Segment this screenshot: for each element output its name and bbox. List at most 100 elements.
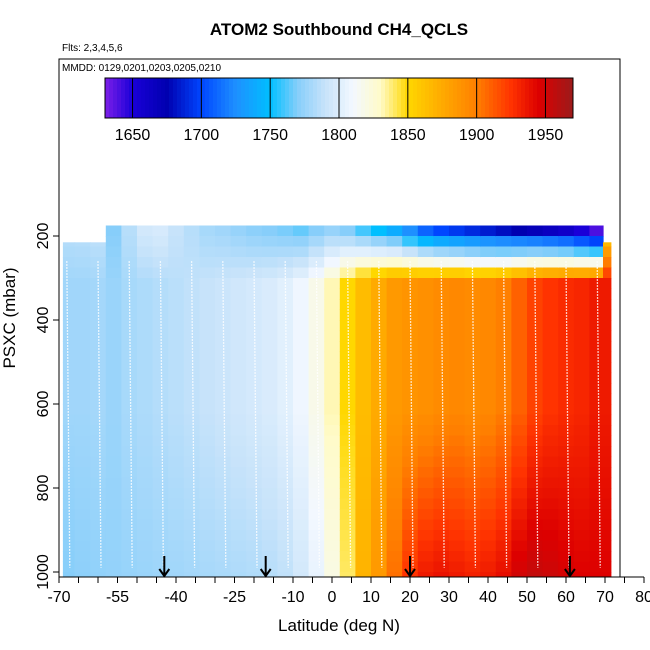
heatmap-cell <box>433 383 450 395</box>
heatmap-cell <box>495 414 512 426</box>
heatmap-cell <box>105 299 122 311</box>
heatmap-cell <box>62 372 76 384</box>
heatmap-cell <box>355 477 372 489</box>
heatmap-cell <box>402 246 419 258</box>
heatmap-cell <box>230 425 247 437</box>
heatmap-cell <box>480 362 497 374</box>
heatmap-cell <box>480 561 497 573</box>
colorbar-segment <box>121 78 126 118</box>
colorbar-segment <box>309 78 314 118</box>
heatmap-cell <box>105 572 122 577</box>
heatmap-cell <box>527 498 544 510</box>
heatmap-cell <box>168 362 185 374</box>
heatmap-cell <box>277 561 294 573</box>
heatmap-cell <box>277 477 294 489</box>
colorbar-segment <box>233 78 238 118</box>
heatmap-cell <box>74 456 91 468</box>
heatmap-cell <box>152 372 169 384</box>
heatmap-cell <box>495 551 512 563</box>
heatmap-cell <box>293 551 310 563</box>
heatmap-cell <box>324 540 341 552</box>
colorbar-segment <box>257 78 262 118</box>
heatmap-cell <box>511 414 528 426</box>
heatmap-cell <box>308 330 325 342</box>
heatmap-cell <box>464 519 481 531</box>
heatmap-cell <box>542 446 559 458</box>
heatmap-cell <box>230 414 247 426</box>
colorbar-segment <box>449 78 454 118</box>
heatmap-cell <box>293 425 310 437</box>
heatmap-cell <box>371 383 388 395</box>
heatmap-cell <box>417 383 434 395</box>
heatmap-cell <box>339 351 356 363</box>
heatmap-cell <box>355 225 372 237</box>
heatmap-cell <box>137 561 154 573</box>
heatmap-cell <box>261 498 278 510</box>
heatmap-cell <box>527 309 544 321</box>
colorbar-segment <box>533 78 538 118</box>
y-tick-label: 1000 <box>35 554 52 590</box>
heatmap-cell <box>168 467 185 479</box>
heatmap-cell <box>308 456 325 468</box>
heatmap-cell <box>199 299 216 311</box>
heatmap-cell <box>152 530 169 542</box>
heatmap-cell <box>324 341 341 353</box>
colorbar-segment <box>425 78 430 118</box>
heatmap-cell <box>402 288 419 300</box>
heatmap-cell <box>324 299 341 311</box>
heatmap-cell <box>74 404 91 416</box>
heatmap-cell <box>433 540 450 552</box>
heatmap-cell <box>558 225 575 237</box>
heatmap-cell <box>386 267 403 279</box>
heatmap-cell <box>62 383 76 395</box>
heatmap-cell <box>324 309 341 321</box>
heatmap-cell <box>480 330 497 342</box>
heatmap-cell <box>402 519 419 531</box>
heatmap-cell <box>261 519 278 531</box>
heatmap-cell <box>215 456 232 468</box>
heatmap-cell <box>558 498 575 510</box>
heatmap-cell <box>527 561 544 573</box>
heatmap-cell <box>371 372 388 384</box>
heatmap-cell <box>339 551 356 563</box>
heatmap-cell <box>261 246 278 258</box>
heatmap-cell <box>480 519 497 531</box>
heatmap-cell <box>542 383 559 395</box>
heatmap-cell <box>386 530 403 542</box>
heatmap-cell <box>261 561 278 573</box>
heatmap-cell <box>417 267 434 279</box>
heatmap-cell <box>277 446 294 458</box>
heatmap-cell <box>603 540 612 552</box>
heatmap-cell <box>230 267 247 279</box>
heatmap-cell <box>324 288 341 300</box>
heatmap-cell <box>371 530 388 542</box>
heatmap-cell <box>558 330 575 342</box>
heatmap-cell <box>402 404 419 416</box>
flight-profile-track <box>253 261 258 568</box>
heatmap-cell <box>74 383 91 395</box>
colorbar-segment <box>293 78 298 118</box>
heatmap-cell <box>168 446 185 458</box>
heatmap-cell <box>293 404 310 416</box>
colorbar-segment <box>189 78 194 118</box>
heatmap-cell <box>90 488 107 500</box>
heatmap-cell <box>215 435 232 447</box>
heatmap-cell <box>417 446 434 458</box>
heatmap-cell <box>90 561 107 573</box>
heatmap-cell <box>261 540 278 552</box>
heatmap-cell <box>371 435 388 447</box>
heatmap-cell <box>308 309 325 321</box>
flight-profile-track <box>565 261 570 568</box>
heatmap-cell <box>480 435 497 447</box>
heatmap-cell <box>105 467 122 479</box>
heatmap-cell <box>464 456 481 468</box>
heatmap-cell <box>137 278 154 290</box>
heatmap-cell <box>433 572 450 577</box>
heatmap-cell <box>339 330 356 342</box>
colorbar-tick-label: 1950 <box>528 127 564 144</box>
heatmap-cell <box>339 225 356 237</box>
heatmap-cell <box>183 225 200 237</box>
heatmap-cell <box>355 246 372 258</box>
heatmap-cell <box>480 477 497 489</box>
